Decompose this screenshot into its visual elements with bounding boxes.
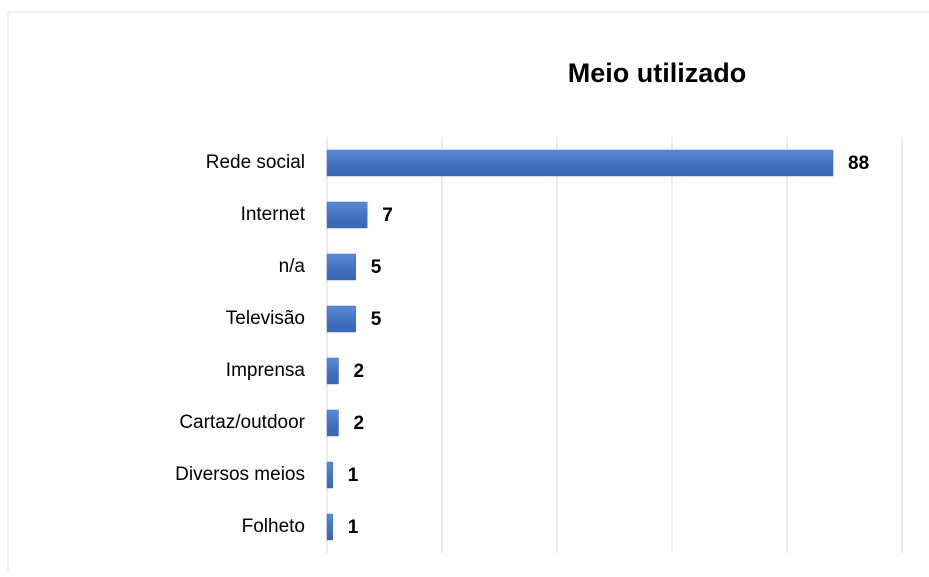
data-label: 7: [382, 205, 393, 226]
bar: [326, 253, 356, 281]
bar: [326, 461, 333, 489]
data-label: 5: [371, 257, 382, 278]
data-label: 1: [348, 465, 359, 486]
y-tick-label: Cartaz/outdoor: [179, 412, 305, 433]
bar: [326, 305, 356, 333]
data-label: 1: [348, 517, 359, 538]
y-tick-label: Folheto: [242, 516, 305, 537]
bar: [326, 149, 834, 177]
bar: [326, 357, 339, 385]
data-label: 2: [354, 361, 365, 382]
y-tick-label: Imprensa: [226, 360, 306, 381]
y-tick-label: Rede social: [206, 152, 305, 173]
chart-frame: [7, 11, 929, 572]
data-label: 2: [354, 413, 365, 434]
bar: [326, 409, 339, 437]
data-label: 88: [848, 153, 869, 174]
y-tick-label: Diversos meios: [175, 464, 305, 485]
chart-title: Meio utilizado: [568, 58, 747, 88]
y-tick-label: Televisão: [226, 308, 305, 329]
bar: [326, 201, 368, 229]
y-tick-label: Internet: [241, 204, 306, 225]
bar: [326, 513, 333, 541]
y-tick-label: n/a: [279, 256, 306, 277]
data-label: 5: [371, 309, 382, 330]
